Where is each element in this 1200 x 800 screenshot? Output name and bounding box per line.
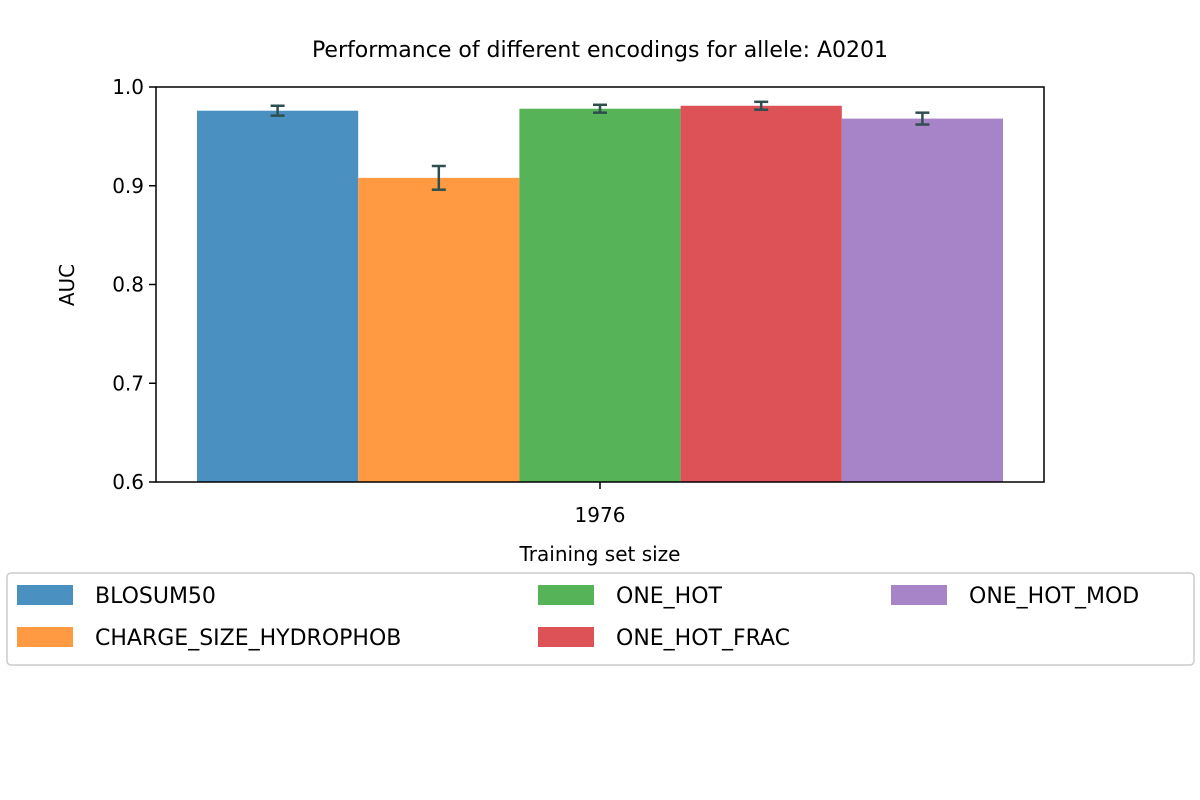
bar-charge-size-hydrophob (358, 177, 520, 482)
bar-one-hot-mod (841, 118, 1003, 482)
y-tick-label: 1.0 (112, 75, 144, 99)
y-tick-label: 0.6 (112, 470, 144, 494)
legend-item: CHARGE_SIZE_HYDROPHOB (17, 626, 401, 651)
y-tick-label: 0.7 (112, 371, 144, 395)
legend-label: ONE_HOT_MOD (969, 584, 1139, 609)
x-axis: 1976 (575, 482, 626, 527)
legend-swatch (17, 585, 73, 605)
bar-one-hot (519, 108, 681, 482)
legend-item: BLOSUM50 (17, 584, 216, 609)
bar-one-hot-frac (680, 105, 842, 482)
y-axis-label: AUC (55, 264, 79, 306)
legend-swatch (891, 585, 947, 605)
legend-label: ONE_HOT (616, 584, 723, 609)
x-axis-label: Training set size (519, 542, 681, 566)
bar-blosum50 (197, 110, 359, 482)
error-bar (270, 104, 285, 117)
legend: BLOSUM50 CHARGE_SIZE_HYDROPHOB ONE_HOT ONE_… (6, 572, 1195, 666)
legend-label: BLOSUM50 (95, 584, 216, 609)
y-tick-label: 0.8 (112, 273, 144, 297)
y-axis: 0.6 0.7 0.8 0.9 1.0 (112, 75, 156, 494)
error-bar (915, 111, 930, 126)
legend-swatch (538, 585, 594, 605)
plot-area (197, 100, 1003, 482)
error-bar (593, 103, 607, 114)
legend-item: ONE_HOT_FRAC (538, 626, 790, 651)
legend-label: ONE_HOT_FRAC (616, 626, 790, 651)
legend-swatch (538, 627, 594, 647)
x-tick-label: 1976 (575, 503, 626, 527)
y-tick-label: 0.9 (112, 174, 144, 198)
legend-swatch (17, 627, 73, 647)
legend-item: ONE_HOT_MOD (891, 584, 1139, 609)
legend-label: CHARGE_SIZE_HYDROPHOB (95, 626, 401, 651)
error-bar (754, 100, 769, 111)
error-bar (431, 164, 446, 191)
legend-item: ONE_HOT (538, 584, 723, 609)
chart-title: Performance of different encodings for a… (312, 38, 888, 63)
